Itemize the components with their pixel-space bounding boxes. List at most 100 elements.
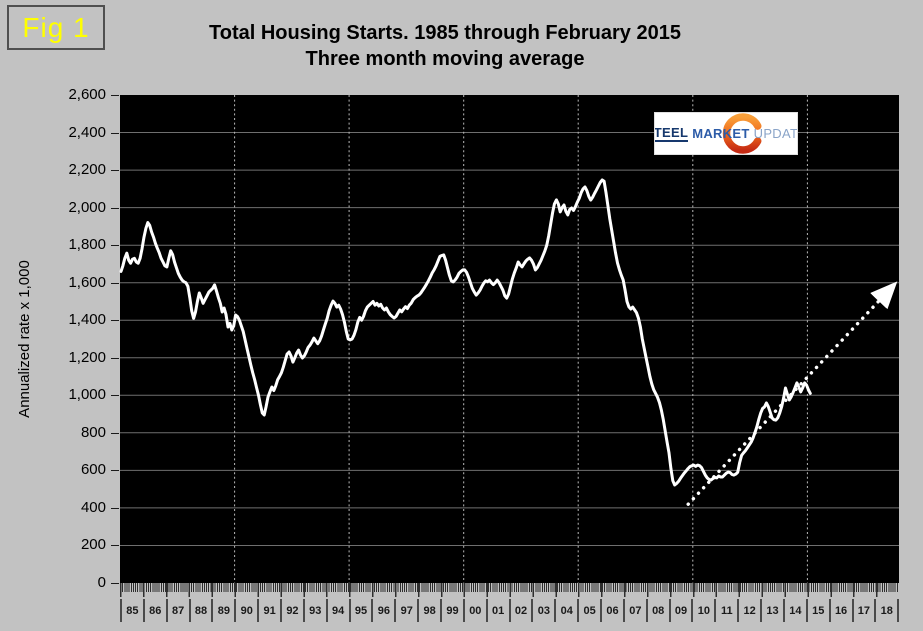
x-tick-label: 18 (880, 604, 893, 617)
x-tick-cell: 05 (577, 599, 600, 622)
y-tick-mark (111, 395, 119, 396)
x-tick-cell: 87 (165, 599, 189, 622)
x-tick-label: 93 (309, 604, 322, 617)
logo-word-market: MARKET (692, 126, 750, 141)
x-tick-cell: 02 (508, 599, 532, 622)
x-tick-label: 13 (766, 604, 779, 617)
chart-title-block: Total Housing Starts. 1985 through Febru… (20, 20, 870, 72)
figure-label: Fig 1 (22, 11, 90, 43)
horizontal-gridlines (120, 132, 899, 546)
y-tick-label: 2,000 (68, 199, 106, 216)
y-tick-mark (111, 208, 119, 209)
vertical-gridlines (234, 95, 808, 583)
x-tick-cell: 89 (211, 599, 234, 622)
x-tick-label: 06 (606, 604, 619, 617)
x-axis-labels: 85 86 87 88 89 90 91 92 93 94 95 96 97 98 99 00 01 02 03 04… (120, 599, 900, 622)
x-tick-label: 05 (583, 604, 596, 617)
x-tick-cell: 98 (417, 599, 440, 622)
x-tick-cell: 00 (462, 599, 486, 622)
logo-word-update: UPDATE (753, 126, 798, 141)
x-tick-label: 04 (560, 604, 573, 617)
x-tick-cell: 17 (851, 599, 875, 622)
y-tick-label: 2,200 (68, 161, 106, 178)
x-tick-cell: 91 (257, 599, 280, 622)
x-tick-cell: 88 (188, 599, 212, 622)
x-axis-monthly-ticks (120, 583, 899, 597)
x-tick-cell: 94 (325, 599, 349, 622)
x-tick-cell: 10 (691, 599, 714, 622)
x-tick-cell: 07 (622, 599, 646, 622)
x-tick-label: 91 (263, 604, 276, 617)
y-tick-mark (111, 433, 119, 434)
smu-logo: STEEL MARKET UPDATE (654, 112, 798, 155)
chart-svg (119, 95, 899, 583)
chart-title: Total Housing Starts. 1985 through Febru… (209, 22, 681, 44)
x-tick-label: 85 (126, 604, 139, 617)
y-tick-label: 0 (97, 574, 106, 591)
x-tick-label: 08 (652, 604, 665, 617)
smu-logo-words: STEEL MARKET UPDATE (655, 113, 797, 154)
x-tick-label: 92 (286, 604, 299, 617)
y-tick-mark (111, 545, 119, 546)
plot-area: STEEL MARKET UPDATE (119, 95, 899, 583)
smu-logo-crescent-icon (722, 113, 764, 154)
y-tick-mark (111, 133, 119, 134)
x-tick-label: 88 (194, 604, 208, 617)
x-tick-cell: 04 (554, 599, 577, 622)
y-tick-label: 2,400 (68, 124, 106, 141)
x-tick-label: 15 (812, 604, 825, 617)
y-tick-mark (111, 320, 119, 321)
y-tick-mark (111, 283, 119, 284)
y-tick-label: 2,600 (68, 86, 106, 103)
x-tick-cell: 96 (371, 599, 394, 622)
figure-label-box: Fig 1 (7, 5, 105, 50)
y-tick-mark (111, 245, 119, 246)
x-tick-label: 12 (743, 604, 756, 617)
x-tick-label: 95 (354, 604, 368, 617)
x-tick-cell: 06 (600, 599, 623, 622)
x-tick-cell: 01 (485, 599, 509, 622)
x-tick-label: 11 (720, 604, 733, 617)
x-tick-cell: 99 (440, 599, 463, 622)
x-tick-label: 09 (674, 604, 688, 617)
y-tick-label: 1,200 (68, 349, 106, 366)
y-tick-mark (111, 170, 119, 171)
x-tick-cell: 18 (874, 599, 900, 622)
x-tick-cell: 08 (645, 599, 669, 622)
x-tick-label: 87 (172, 604, 185, 617)
x-tick-cell: 14 (782, 599, 806, 622)
x-tick-cell: 13 (760, 599, 783, 622)
y-tick-mark (111, 358, 119, 359)
logo-word-steel: STEEL (655, 125, 689, 142)
x-tick-label: 97 (400, 604, 413, 617)
x-tick-label: 17 (857, 604, 871, 617)
y-tick-label: 1,800 (68, 236, 106, 253)
x-tick-cell: 85 (120, 599, 143, 622)
y-tick-mark (111, 95, 119, 96)
x-tick-label: 90 (240, 604, 253, 617)
x-tick-cell: 12 (737, 599, 760, 622)
y-tick-label: 1,000 (68, 386, 106, 403)
y-tick-label: 1,600 (68, 274, 106, 291)
x-tick-label: 07 (629, 604, 642, 617)
x-tick-cell: 92 (280, 599, 303, 622)
x-tick-cell: 86 (142, 599, 166, 622)
x-tick-label: 89 (217, 604, 230, 617)
x-tick-cell: 03 (531, 599, 554, 622)
y-tick-label: 600 (80, 461, 106, 478)
y-tick-label: 200 (80, 536, 106, 553)
y-tick-label: 400 (80, 499, 106, 516)
x-tick-cell: 09 (668, 599, 692, 622)
x-tick-label: 03 (537, 604, 551, 617)
y-tick-mark (111, 508, 119, 509)
x-tick-label: 01 (492, 604, 505, 617)
x-tick-label: 98 (423, 604, 436, 617)
x-tick-label: 02 (514, 604, 528, 617)
trend-projection-line (686, 281, 898, 506)
x-tick-cell: 16 (828, 599, 852, 622)
x-tick-label: 86 (149, 604, 162, 617)
x-tick-cell: 97 (394, 599, 417, 622)
x-tick-cell: 90 (234, 599, 257, 622)
x-tick-label: 00 (469, 604, 482, 617)
